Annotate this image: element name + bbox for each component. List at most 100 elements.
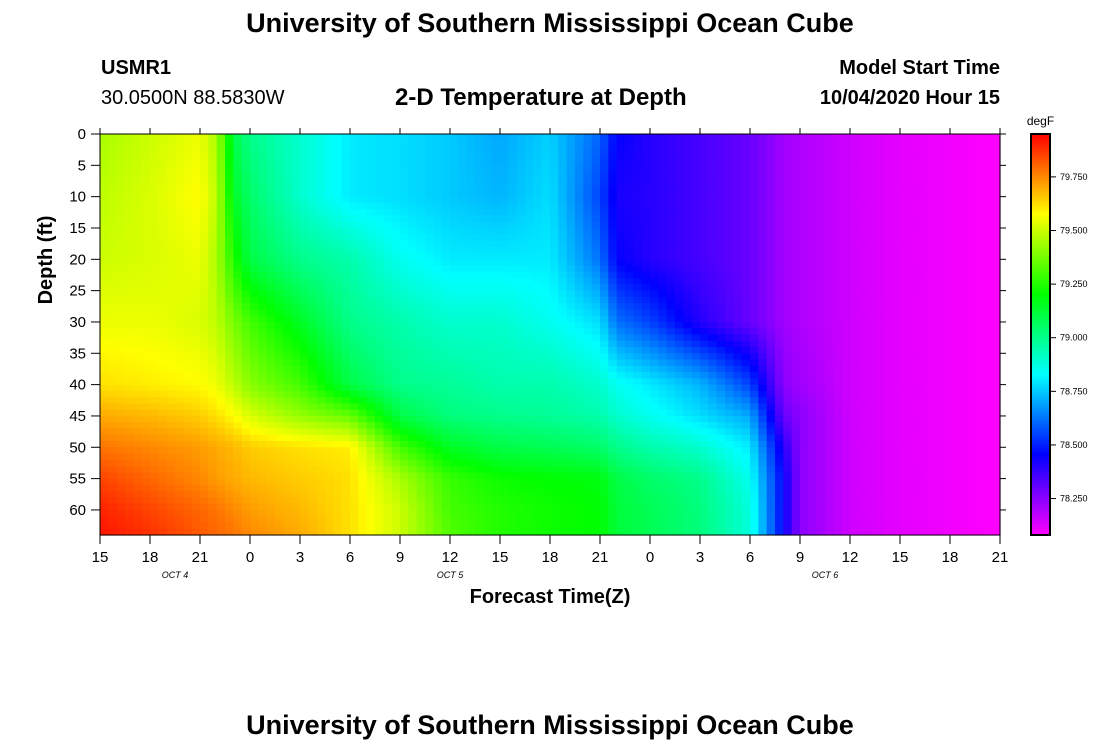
heatmap-cell bbox=[683, 259, 693, 267]
heatmap-cell bbox=[633, 321, 643, 329]
heatmap-cell bbox=[233, 134, 243, 141]
heatmap-cell bbox=[400, 290, 409, 298]
heatmap-cell bbox=[133, 265, 143, 273]
heatmap-cell bbox=[983, 265, 993, 273]
heatmap-cell bbox=[416, 347, 426, 354]
heatmap-cell bbox=[408, 315, 418, 323]
heatmap-cell bbox=[341, 334, 351, 342]
heatmap-cell bbox=[450, 384, 459, 392]
heatmap-cell bbox=[200, 284, 209, 292]
heatmap-cell bbox=[708, 315, 718, 323]
heatmap-cell bbox=[650, 171, 659, 179]
heatmap-cell bbox=[533, 315, 543, 323]
heatmap-cell bbox=[975, 409, 984, 417]
heatmap-cell bbox=[483, 372, 493, 379]
heatmap-cell bbox=[208, 397, 218, 405]
heatmap-cell bbox=[983, 259, 993, 267]
heatmap-cell bbox=[108, 353, 118, 361]
heatmap-cell bbox=[633, 227, 643, 235]
heatmap-cell bbox=[866, 284, 876, 292]
heatmap-cell bbox=[116, 209, 126, 217]
heatmap-cell bbox=[383, 403, 393, 411]
heatmap-cell bbox=[583, 234, 593, 242]
heatmap-cell bbox=[616, 265, 626, 273]
heatmap-cell bbox=[333, 390, 343, 398]
heatmap-cell bbox=[491, 384, 501, 392]
heatmap-cell bbox=[125, 159, 134, 166]
heatmap-cell bbox=[750, 146, 759, 154]
heatmap-cell bbox=[316, 234, 326, 242]
heatmap-cell bbox=[925, 190, 934, 198]
heatmap-cell bbox=[925, 290, 934, 298]
heatmap-cell bbox=[625, 278, 634, 285]
heatmap-cell bbox=[883, 221, 893, 229]
heatmap-cell bbox=[900, 372, 909, 379]
heatmap-cell bbox=[700, 209, 709, 217]
heatmap-cell bbox=[775, 202, 784, 210]
heatmap-cell bbox=[516, 403, 526, 411]
heatmap-cell bbox=[866, 234, 876, 242]
heatmap-cell bbox=[641, 365, 651, 373]
heatmap-cell bbox=[683, 390, 693, 398]
heatmap-cell bbox=[475, 209, 484, 217]
heatmap-cell bbox=[900, 240, 909, 248]
heatmap-cell bbox=[491, 347, 501, 354]
heatmap-cell bbox=[558, 190, 568, 198]
heatmap-cell bbox=[691, 209, 701, 217]
heatmap-cell bbox=[800, 209, 809, 217]
heatmap-cell bbox=[658, 328, 668, 336]
heatmap-cell bbox=[908, 315, 918, 323]
heatmap-cell bbox=[408, 390, 418, 398]
heatmap-cell bbox=[450, 146, 459, 154]
heatmap-cell bbox=[475, 415, 484, 423]
heatmap-cell bbox=[666, 390, 676, 398]
heatmap-cell bbox=[325, 234, 334, 242]
heatmap-cell bbox=[450, 140, 459, 148]
heatmap-cell bbox=[991, 234, 1001, 242]
heatmap-cell bbox=[775, 284, 784, 292]
heatmap-cell bbox=[100, 334, 109, 342]
heatmap-cell bbox=[400, 309, 409, 317]
heatmap-cell bbox=[316, 159, 326, 166]
heatmap-cell bbox=[208, 227, 218, 235]
heatmap-cell bbox=[400, 152, 409, 160]
heatmap-cell bbox=[458, 246, 468, 254]
heatmap-cell bbox=[450, 365, 459, 373]
heatmap-cell bbox=[616, 259, 626, 267]
heatmap-cell bbox=[416, 278, 426, 285]
heatmap-cell bbox=[458, 253, 468, 260]
heatmap-cell bbox=[225, 253, 234, 260]
heatmap-cell bbox=[191, 340, 201, 348]
heatmap-cell bbox=[450, 315, 459, 323]
heatmap-cell bbox=[808, 353, 818, 361]
heatmap-cell bbox=[841, 259, 851, 267]
heatmap-cell bbox=[575, 372, 584, 379]
heatmap-cell bbox=[791, 177, 801, 185]
heatmap-cell bbox=[558, 171, 568, 179]
heatmap-cell bbox=[133, 296, 143, 304]
heatmap-cell bbox=[833, 184, 843, 191]
heatmap-cell bbox=[700, 365, 709, 373]
heatmap-cell bbox=[300, 190, 309, 198]
heatmap-cell bbox=[700, 309, 709, 317]
heatmap-cell bbox=[341, 340, 351, 348]
heatmap-cell bbox=[550, 290, 559, 298]
heatmap-cell bbox=[708, 372, 718, 379]
heatmap-cell bbox=[258, 403, 268, 411]
heatmap-cell bbox=[183, 384, 193, 392]
heatmap-cell bbox=[225, 328, 234, 336]
heatmap-cell bbox=[341, 309, 351, 317]
heatmap-cell bbox=[541, 365, 551, 373]
heatmap-cell bbox=[383, 140, 393, 148]
heatmap-cell bbox=[758, 365, 768, 373]
heatmap-cell bbox=[958, 353, 968, 361]
heatmap-cell bbox=[466, 159, 476, 166]
heatmap-cell bbox=[250, 353, 259, 361]
heatmap-cell bbox=[441, 290, 451, 298]
heatmap-cell bbox=[500, 221, 509, 229]
heatmap-cell bbox=[875, 284, 884, 292]
heatmap-cell bbox=[691, 415, 701, 423]
heatmap-cell bbox=[333, 315, 343, 323]
heatmap-cell bbox=[266, 253, 276, 260]
heatmap-cell bbox=[200, 246, 209, 254]
